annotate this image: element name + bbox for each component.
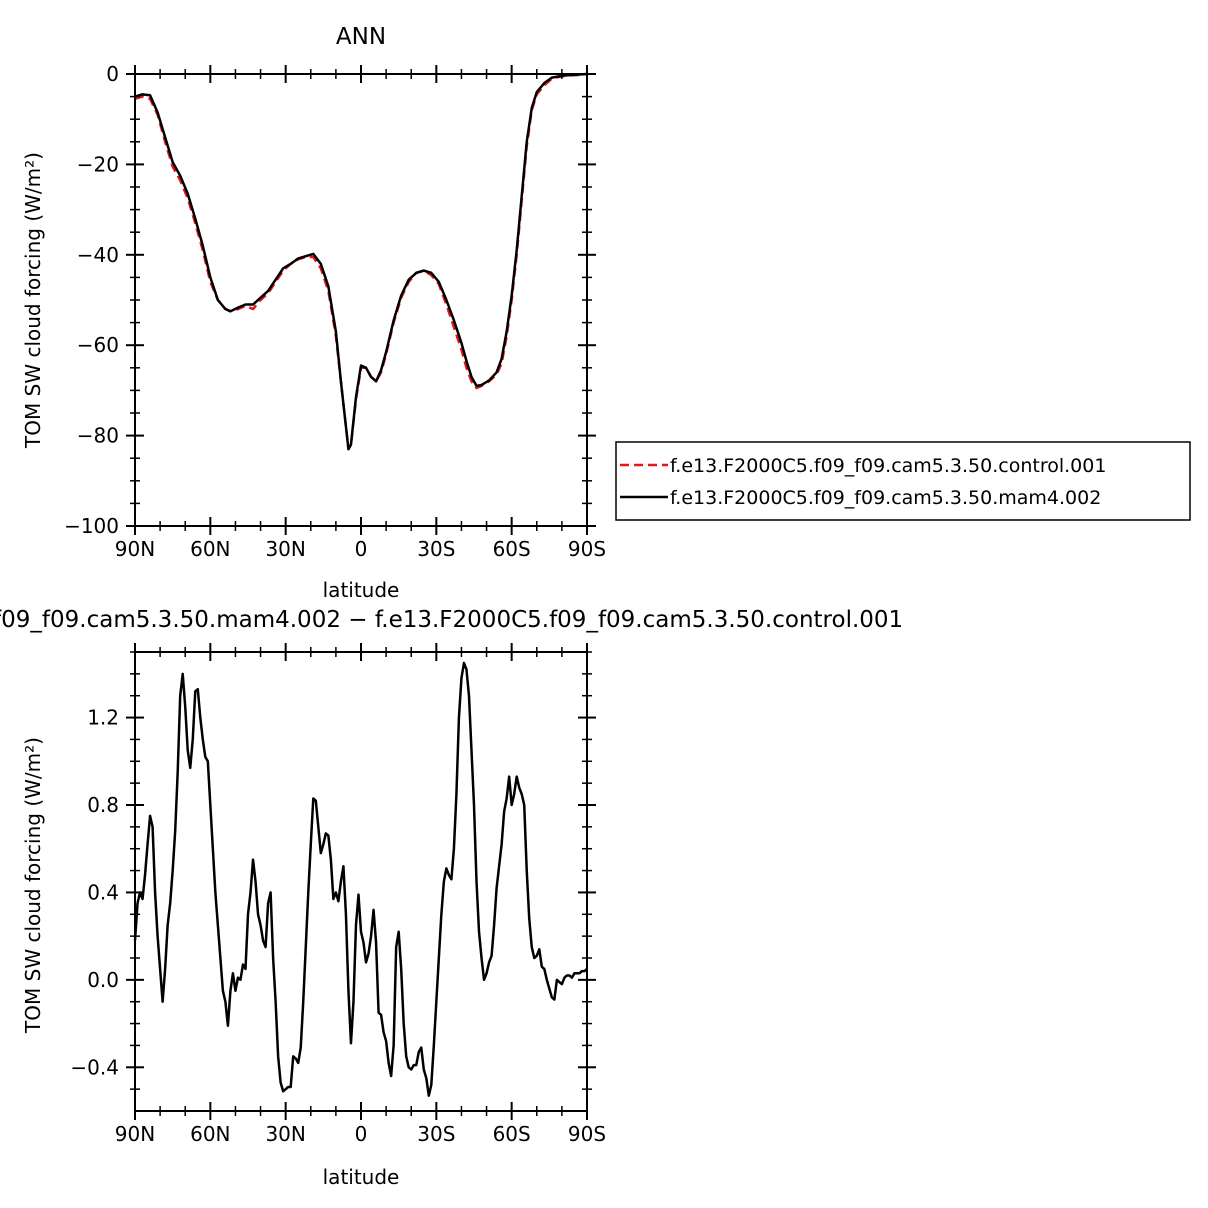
bottom-series-layer bbox=[133, 661, 588, 1097]
top-plot-frame bbox=[134, 73, 588, 527]
bottom-y-tick-label: −0.4 bbox=[70, 1055, 119, 1079]
top-y-tick-label: −20 bbox=[77, 152, 119, 176]
bottom-y-tick-label: 0.0 bbox=[87, 968, 119, 992]
bottom-y-tick-label: 1.2 bbox=[87, 706, 119, 730]
bottom-x-tick-label: 30S bbox=[417, 1122, 455, 1146]
bottom-x-tick-label: 60N bbox=[190, 1122, 230, 1146]
top-y-tick-label: −80 bbox=[77, 424, 119, 448]
legend-label-control: f.e13.F2000C5.f09_f09.cam5.3.50.control.… bbox=[670, 455, 1106, 477]
bottom-x-tick-label: 30N bbox=[265, 1122, 305, 1146]
top-series-line-1 bbox=[134, 72, 588, 451]
top-series-line-0 bbox=[134, 72, 588, 451]
top-x-tick-label: 60S bbox=[493, 537, 531, 561]
top-x-tick-label: 90N bbox=[115, 537, 155, 561]
bottom-axes-layer: 90N 60N 30N 0 30S 60S 90S 1.2 0.8 0.4 0.0 −0.4 bbox=[70, 643, 606, 1146]
top-y-tick-label: 0 bbox=[106, 62, 119, 86]
legend-box bbox=[615, 441, 1191, 521]
top-x-tick-label: 30S bbox=[417, 537, 455, 561]
legend: f.e13.F2000C5.f09_f09.cam5.3.50.control.… bbox=[615, 441, 1191, 521]
top-x-tick-label: 0 bbox=[355, 537, 368, 561]
bottom-y-tick-label: 0.8 bbox=[87, 793, 119, 817]
top-y-tick-label: −40 bbox=[77, 243, 119, 267]
top-series-layer bbox=[134, 72, 588, 451]
bottom-y-axis-title: TOM SW cloud forcing (W/m²) bbox=[21, 737, 45, 1034]
top-x-tick-label: 60N bbox=[190, 537, 230, 561]
bottom-x-axis-title: latitude bbox=[323, 1165, 400, 1189]
top-y-tick-label: −60 bbox=[77, 333, 119, 357]
bottom-x-tick-label: 60S bbox=[493, 1122, 531, 1146]
bottom-plot-title: f.e13.F2000C5.f09_f09.cam5.3.50.mam4.002… bbox=[0, 607, 903, 633]
bottom-y-tick-label: 0.4 bbox=[87, 880, 119, 904]
legend-label-mam4: f.e13.F2000C5.f09_f09.cam5.3.50.mam4.002 bbox=[670, 487, 1101, 509]
bottom-x-tick-label: 0 bbox=[355, 1122, 368, 1146]
top-x-tick-label: 30N bbox=[265, 537, 305, 561]
top-panel: ANN 90N 60N 30N 0 30S 60S 90S 0 −20 −40 −60 −80 −100… bbox=[21, 24, 606, 602]
bottom-plot-frame bbox=[134, 651, 588, 1112]
top-y-tick-label: −100 bbox=[64, 514, 119, 538]
bottom-x-tick-label: 90N bbox=[115, 1122, 155, 1146]
bottom-series-line-0 bbox=[133, 661, 588, 1097]
top-x-tick-label: 90S bbox=[568, 537, 606, 561]
top-x-axis-title: latitude bbox=[323, 578, 400, 602]
bottom-x-tick-label: 90S bbox=[568, 1122, 606, 1146]
top-plot-title: ANN bbox=[336, 24, 386, 50]
top-axes-layer: 90N 60N 30N 0 30S 60S 90S 0 −20 −40 −60 −80 −100 bbox=[64, 62, 606, 561]
bottom-panel: f.e13.F2000C5.f09_f09.cam5.3.50.mam4.002… bbox=[0, 607, 903, 1189]
top-y-axis-title: TOM SW cloud forcing (W/m²) bbox=[21, 152, 45, 449]
